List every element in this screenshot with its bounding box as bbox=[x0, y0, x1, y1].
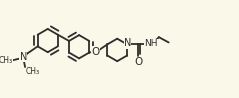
Text: N: N bbox=[20, 52, 27, 62]
Text: CH₃: CH₃ bbox=[26, 67, 40, 76]
Text: CH₃: CH₃ bbox=[0, 56, 13, 65]
Text: O: O bbox=[134, 57, 142, 67]
Text: NH: NH bbox=[144, 39, 157, 48]
Text: N: N bbox=[124, 38, 131, 48]
Text: O: O bbox=[91, 47, 99, 57]
